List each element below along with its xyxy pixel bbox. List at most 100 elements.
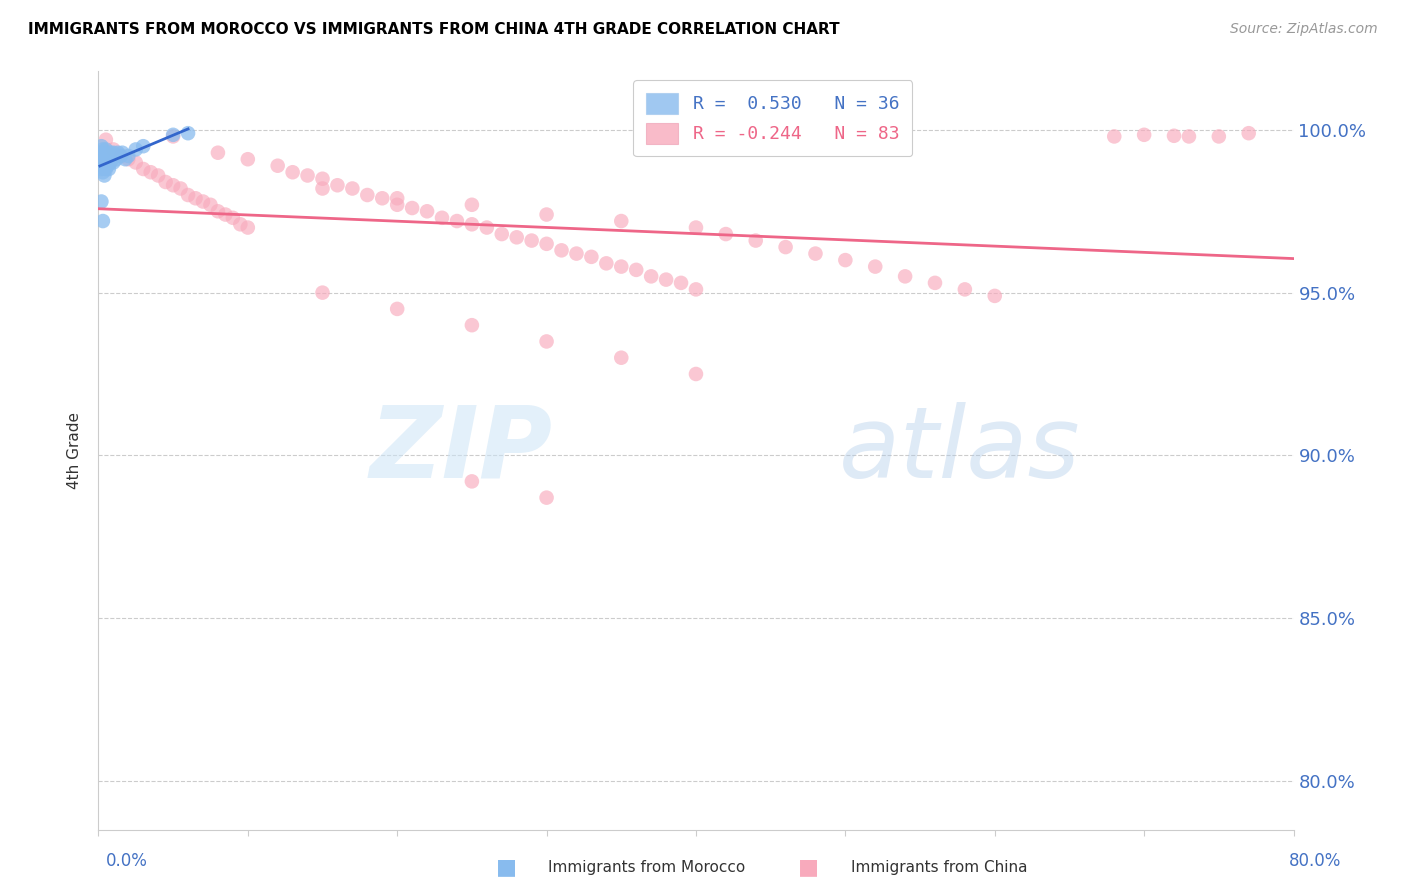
Point [685, 282, 707, 296]
Point [371, 191, 394, 205]
Point [184, 191, 207, 205]
Point [626, 263, 648, 277]
Point [342, 181, 364, 195]
Point [311, 171, 333, 186]
Text: IMMIGRANTS FROM MOROCCO VS IMMIGRANTS FROM CHINA 4TH GRADE CORRELATION CHART: IMMIGRANTS FROM MOROCCO VS IMMIGRANTS FR… [28, 22, 839, 37]
Point [640, 269, 662, 284]
Point [97, 152, 120, 166]
Point [416, 204, 439, 219]
Point [111, 145, 134, 160]
Point [1104, 129, 1126, 144]
Point [132, 161, 155, 176]
Y-axis label: 4th Grade: 4th Grade [67, 412, 83, 489]
Point [93, 145, 115, 160]
Point [446, 214, 468, 228]
Point [148, 169, 170, 183]
Point [894, 269, 917, 284]
Point [162, 129, 184, 144]
Point [90, 139, 112, 153]
Point [385, 301, 409, 316]
Point [91, 165, 114, 179]
Text: 80.0%: 80.0% [1288, 852, 1341, 870]
Point [117, 152, 139, 166]
Point [91, 143, 114, 157]
Point [924, 276, 946, 290]
Point [94, 143, 117, 157]
Point [103, 155, 125, 169]
Point [595, 256, 617, 270]
Point [461, 217, 484, 231]
Point [953, 282, 976, 296]
Point [984, 289, 1007, 303]
Point [104, 149, 127, 163]
Text: atlas: atlas [839, 402, 1081, 499]
Point [200, 198, 222, 212]
Point [834, 253, 856, 268]
Point [94, 133, 117, 147]
Point [93, 169, 115, 183]
Text: Immigrants from Morocco: Immigrants from Morocco [548, 860, 745, 874]
Point [98, 145, 122, 160]
Point [356, 188, 378, 202]
Point [536, 208, 558, 222]
Point [90, 161, 112, 176]
Point [1163, 128, 1185, 143]
Point [385, 198, 409, 212]
Point [491, 227, 513, 241]
Point [550, 244, 572, 258]
Text: ZIP: ZIP [370, 402, 553, 499]
Point [475, 220, 498, 235]
Point [236, 152, 259, 166]
Point [114, 152, 136, 166]
Text: ■: ■ [496, 857, 516, 877]
Point [565, 246, 588, 260]
Point [685, 367, 707, 381]
Point [125, 155, 148, 169]
Point [177, 188, 200, 202]
Point [610, 351, 633, 365]
Point [430, 211, 453, 225]
Point [222, 211, 245, 225]
Point [461, 318, 484, 333]
Point [520, 234, 543, 248]
Point [581, 250, 603, 264]
Point [89, 155, 111, 169]
Point [669, 276, 692, 290]
Point [139, 165, 162, 179]
Point [804, 246, 827, 260]
Text: 0.0%: 0.0% [105, 852, 148, 870]
Point [506, 230, 529, 244]
Text: Source: ZipAtlas.com: Source: ZipAtlas.com [1230, 22, 1378, 37]
Point [169, 181, 191, 195]
Point [1178, 129, 1201, 144]
Point [1237, 126, 1260, 140]
Point [775, 240, 797, 254]
Point [105, 152, 128, 166]
Point [162, 178, 184, 193]
Point [117, 149, 139, 163]
Point [461, 198, 484, 212]
Point [155, 175, 177, 189]
Point [110, 149, 132, 163]
Point [110, 149, 132, 163]
Point [311, 285, 333, 300]
Text: Immigrants from China: Immigrants from China [851, 860, 1028, 874]
Point [311, 181, 333, 195]
Point [326, 178, 349, 193]
Point [214, 208, 236, 222]
Point [714, 227, 737, 241]
Point [90, 149, 112, 163]
Point [96, 159, 118, 173]
Legend: R =  0.530   N = 36, R = -0.244   N = 83: R = 0.530 N = 36, R = -0.244 N = 83 [633, 80, 912, 156]
Point [297, 169, 319, 183]
Point [267, 159, 290, 173]
Point [281, 165, 304, 179]
Point [162, 128, 184, 142]
Point [461, 475, 484, 489]
Point [125, 143, 148, 157]
Point [93, 155, 115, 169]
Point [103, 143, 125, 157]
Point [865, 260, 887, 274]
Point [1208, 129, 1230, 144]
Point [536, 491, 558, 505]
